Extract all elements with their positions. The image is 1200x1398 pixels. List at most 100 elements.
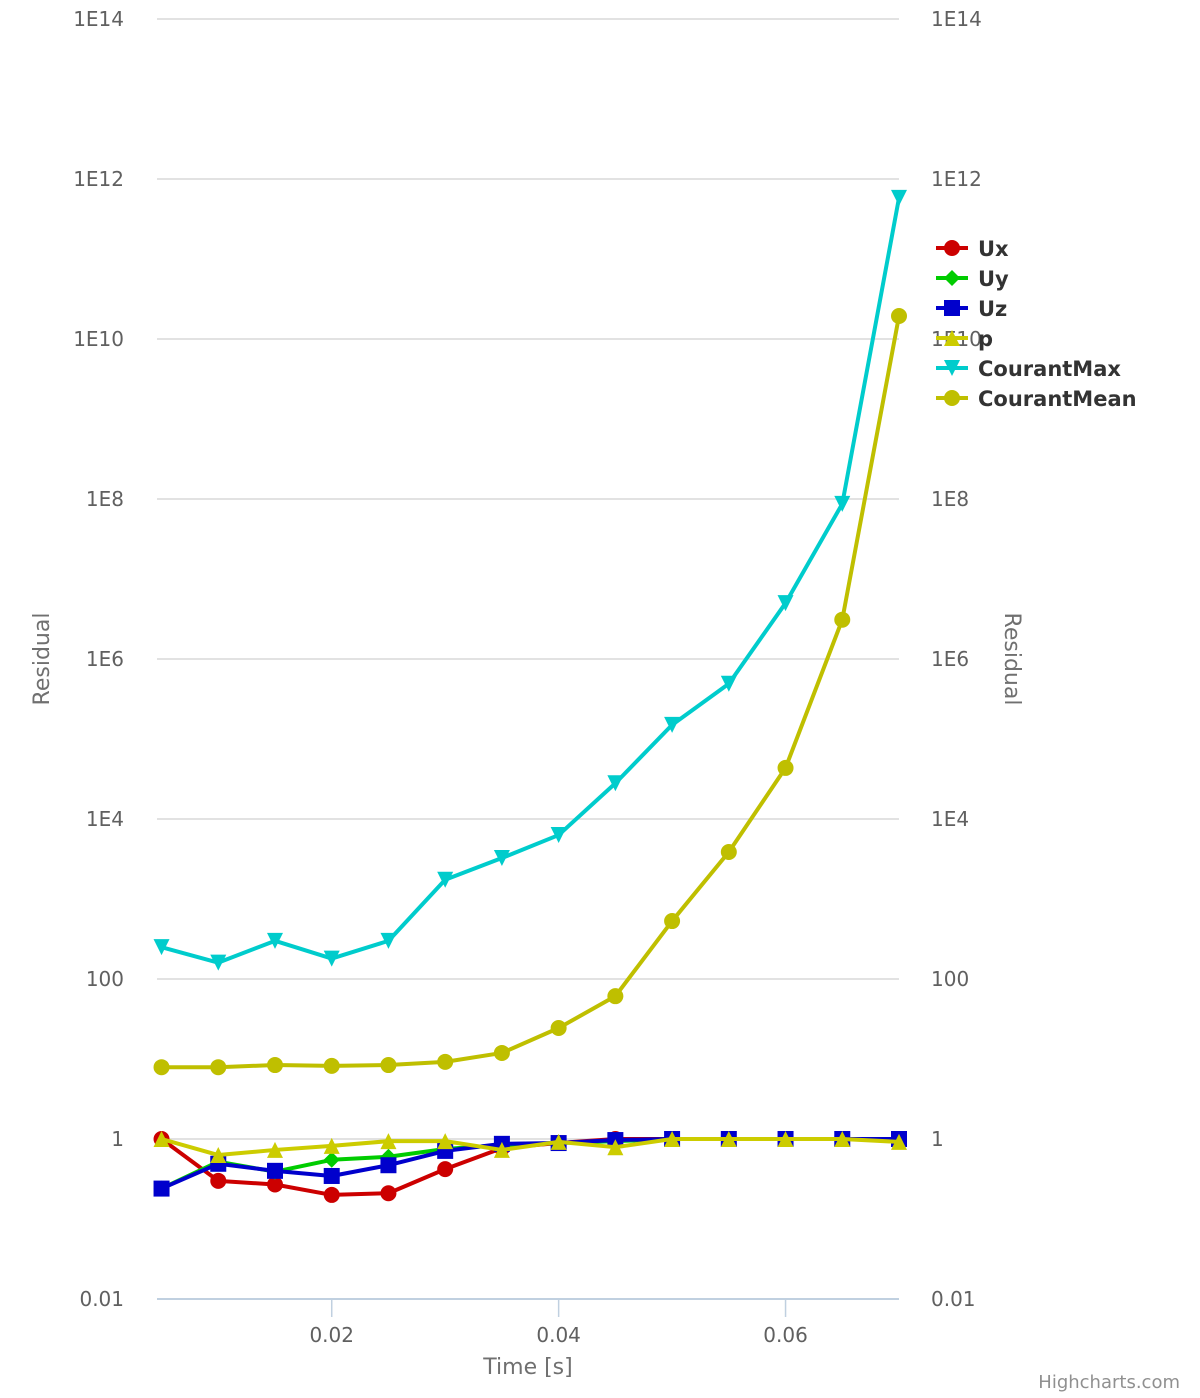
- data-point: [550, 1133, 567, 1150]
- x-tick-label: 0.06: [763, 1323, 808, 1347]
- data-point: [380, 1157, 397, 1174]
- data-point: [777, 1131, 794, 1147]
- data-point: [607, 988, 624, 1005]
- legend-label: CourantMax: [978, 357, 1121, 381]
- data-point: [210, 954, 227, 971]
- y-tick-label: 1E10: [73, 327, 124, 351]
- data-point: [323, 1186, 340, 1203]
- data-point: [720, 675, 737, 692]
- series-line: [160, 1137, 900, 1158]
- data-point: [266, 932, 283, 949]
- legend: Ux Uy Uz p CourantMax CourantMean: [936, 237, 1137, 411]
- legend-symbol-icon: [944, 240, 960, 256]
- legend-symbol-icon: [944, 270, 960, 286]
- data-point: [380, 1185, 397, 1202]
- data-point: [437, 1161, 454, 1178]
- x-axis-title: Time [s]: [482, 1355, 572, 1380]
- y-tick-label-right: 1E12: [931, 167, 982, 191]
- legend-item-courantmean[interactable]: CourantMean: [936, 387, 1137, 411]
- data-point: [664, 913, 681, 930]
- x-tick-label: 0.02: [309, 1323, 354, 1347]
- data-point: [550, 1020, 567, 1037]
- data-point: [323, 1057, 340, 1074]
- y-tick-label-right: 1E6: [931, 647, 969, 671]
- y-tick-label: 1E6: [86, 647, 124, 671]
- legend-item-uy[interactable]: Uy: [936, 267, 1009, 291]
- data-point: [323, 1151, 340, 1168]
- data-point: [153, 939, 170, 956]
- data-point: [266, 1057, 283, 1074]
- legend-item-uz[interactable]: Uz: [936, 297, 1007, 321]
- data-point: [266, 1176, 283, 1193]
- data-point: [380, 1057, 397, 1074]
- data-point: [777, 759, 794, 776]
- legend-symbol-icon: [944, 300, 960, 316]
- data-point: [266, 1141, 283, 1158]
- data-point: [607, 775, 624, 792]
- y-tick-label-right: 1E14: [931, 7, 982, 31]
- y-tick-label: 1: [111, 1127, 124, 1151]
- legend-label: Uz: [978, 297, 1007, 321]
- y-axis-left-labels: 0.01 1 100 1E4 1E6 1E8 1E10 1E12 1E14: [73, 7, 124, 1311]
- legend-item-courantmax[interactable]: CourantMax: [936, 357, 1121, 381]
- grid-lines: [157, 18, 899, 1300]
- data-point: [210, 1172, 227, 1189]
- y-tick-label-right: 1E4: [931, 807, 969, 831]
- data-point: [323, 1167, 340, 1184]
- data-point: [834, 611, 851, 628]
- data-point: [664, 1131, 681, 1147]
- data-point: [777, 595, 794, 612]
- series-courantmax: [153, 189, 907, 971]
- data-point: [493, 850, 510, 867]
- legend-symbol-icon: [944, 390, 960, 406]
- data-point: [210, 1059, 227, 1076]
- y-tick-label: 1E14: [73, 7, 124, 31]
- data-point: [437, 871, 454, 888]
- data-point: [891, 307, 907, 324]
- data-point: [891, 1133, 907, 1150]
- y-tick-label-right: 100: [931, 967, 969, 991]
- data-point: [323, 1137, 340, 1154]
- y-tick-label-right: 1: [931, 1127, 944, 1151]
- y-tick-label: 100: [86, 967, 124, 991]
- legend-item-ux[interactable]: Ux: [936, 237, 1009, 261]
- y-tick-label-right: 1E8: [931, 487, 969, 511]
- data-point: [153, 1131, 170, 1147]
- series-line: [161, 315, 901, 1070]
- data-point: [380, 932, 397, 949]
- y-tick-label: 0.01: [79, 1287, 124, 1311]
- data-point: [664, 716, 681, 733]
- data-point: [891, 189, 907, 206]
- data-point: [607, 1139, 624, 1156]
- legend-label: p: [978, 327, 993, 351]
- data-point: [550, 827, 567, 844]
- x-tick-label: 0.04: [536, 1323, 581, 1347]
- y-tick-label: 1E12: [73, 167, 124, 191]
- y-tick-label: 1E4: [86, 807, 124, 831]
- legend-symbol-icon: [944, 360, 960, 376]
- legend-item-p[interactable]: p: [936, 327, 993, 351]
- legend-label: Ux: [978, 237, 1009, 261]
- legend-label: CourantMean: [978, 387, 1137, 411]
- data-point: [437, 1053, 454, 1070]
- data-point: [153, 1059, 170, 1076]
- data-point: [834, 495, 851, 512]
- data-point: [153, 1180, 170, 1197]
- series-p: [153, 1131, 907, 1164]
- x-axis: 0.02 0.04 0.06: [309, 1299, 808, 1347]
- legend-symbol-icon: [944, 330, 960, 346]
- data-point: [323, 950, 340, 967]
- series-group: [153, 189, 907, 1203]
- y-tick-label-right: 0.01: [931, 1287, 976, 1311]
- data-point: [437, 1133, 454, 1150]
- data-point: [720, 843, 737, 860]
- credits-link[interactable]: Highcharts.com: [1038, 1372, 1180, 1393]
- y-axis-right-title: Residual: [999, 613, 1024, 706]
- series-line: [161, 197, 901, 965]
- data-point: [834, 1131, 851, 1147]
- data-point: [210, 1147, 227, 1164]
- data-point: [380, 1133, 397, 1150]
- legend-label: Uy: [978, 267, 1009, 291]
- data-point: [266, 1162, 283, 1179]
